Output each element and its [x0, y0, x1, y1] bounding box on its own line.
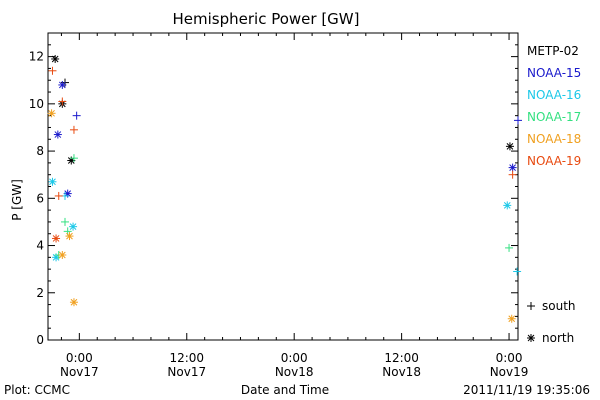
- marker-stroke: [66, 232, 73, 240]
- legend-entry-metp-02: METP-02: [527, 44, 579, 58]
- data-point-noaa-19-south: [48, 66, 57, 75]
- data-point-noaa-18-north: [507, 314, 516, 323]
- data-point-metp-02-north: [505, 142, 514, 151]
- marker-stroke: [527, 334, 535, 342]
- marker-stroke: [54, 131, 62, 138]
- y-axis-label: P [GW]: [10, 179, 24, 221]
- y-tick-label: 6: [36, 191, 44, 205]
- data-point-noaa-16-north: [503, 201, 512, 210]
- legend-entry-noaa-17: NOAA-17: [527, 110, 581, 124]
- x-tick-time-label: 12:00: [169, 351, 204, 365]
- marker-stroke: [48, 109, 55, 117]
- data-point-noaa-15-north: [58, 80, 67, 89]
- marker-stroke: [70, 298, 78, 306]
- y-tick-label: 2: [36, 286, 44, 300]
- legend-entry-noaa-16: NOAA-16: [527, 88, 581, 102]
- legend-south-label: south: [542, 299, 576, 313]
- marker-stroke: [69, 223, 77, 230]
- data-point-noaa-17-south: [61, 217, 70, 226]
- y-tick-label: 8: [36, 144, 44, 158]
- x-tick-time-label: 0:00: [281, 351, 308, 365]
- legend-north-marker: [527, 334, 535, 342]
- marker-stroke: [52, 235, 60, 242]
- data-point-noaa-15-north: [508, 163, 517, 172]
- data-point-metp-02-north: [51, 54, 60, 63]
- data-point-noaa-16-north: [69, 222, 78, 231]
- data-point-noaa-18-north: [47, 109, 56, 118]
- chart-title: Hemispheric Power [GW]: [173, 10, 360, 28]
- data-point-noaa-19-south: [508, 170, 517, 179]
- data-point-noaa-19-north: [52, 234, 61, 243]
- legend-entry-noaa-19: NOAA-19: [527, 154, 581, 168]
- marker-stroke: [508, 315, 516, 323]
- data-point-noaa-16-south: [513, 267, 522, 276]
- legend-south-marker: [527, 302, 535, 310]
- footer-timestamp: 2011/11/19 19:35:06: [463, 383, 590, 397]
- data-point-noaa-17-south: [69, 154, 78, 163]
- marker-stroke: [51, 55, 59, 63]
- marker-stroke: [503, 202, 511, 209]
- data-point-noaa-15-north: [53, 130, 62, 139]
- marker-stroke: [506, 143, 514, 150]
- x-tick-time-label: 0:00: [66, 351, 93, 365]
- x-tick-date-label: Nov17: [167, 365, 206, 379]
- x-tick-time-label: 12:00: [384, 351, 419, 365]
- data-point-noaa-18-north: [58, 250, 67, 259]
- data-point-noaa-19-south: [69, 125, 78, 134]
- x-tick-date-label: Nov18: [275, 365, 314, 379]
- y-tick-label: 0: [36, 333, 44, 347]
- legend-entry-noaa-15: NOAA-15: [527, 66, 581, 80]
- data-point-noaa-17-south: [505, 243, 514, 252]
- data-point-noaa-19-south: [58, 97, 67, 106]
- x-tick-date-label: Nov18: [382, 365, 421, 379]
- plot-frame: [47, 32, 519, 341]
- marker-stroke: [58, 81, 66, 89]
- y-tick-label: 12: [29, 50, 44, 64]
- y-tick-label: 4: [36, 239, 44, 253]
- footer-plot-credit: Plot: CCMC: [4, 383, 70, 397]
- data-point-noaa-15-south: [72, 111, 81, 120]
- y-tick-label: 10: [29, 97, 44, 111]
- legend-north-label: north: [542, 331, 574, 345]
- marker-stroke: [49, 178, 56, 186]
- x-tick-time-label: 0:00: [496, 351, 523, 365]
- data-point-noaa-19-south: [54, 191, 63, 200]
- data-point-noaa-18-north: [69, 298, 78, 307]
- x-tick-date-label: Nov19: [490, 365, 529, 379]
- data-point-noaa-15-south: [514, 116, 522, 125]
- marker-stroke: [509, 164, 516, 171]
- x-tick-date-label: Nov17: [60, 365, 99, 379]
- legend-entry-noaa-18: NOAA-18: [527, 132, 581, 146]
- marker-stroke: [58, 251, 66, 259]
- data-point-noaa-16-north: [48, 177, 57, 186]
- data-point-noaa-18-north: [65, 232, 74, 241]
- x-axis-label: Date and Time: [241, 383, 329, 397]
